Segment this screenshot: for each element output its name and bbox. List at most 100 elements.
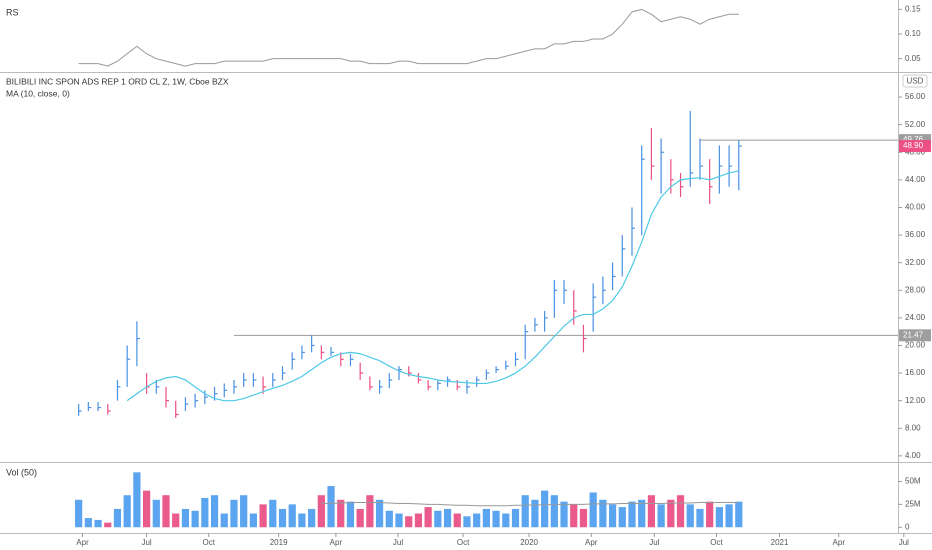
volume-bar [278, 508, 287, 528]
volume-bar [113, 508, 122, 528]
volume-bar [667, 499, 675, 528]
volume-bar [453, 513, 461, 528]
volume-bar [414, 513, 423, 528]
volume-bar [104, 522, 112, 528]
price-title: BILIBILI INC SPON ADS REP 1 ORD CL Z, 1W… [6, 76, 229, 86]
volume-bar [337, 499, 345, 528]
volume-bar [288, 504, 296, 528]
volume-bar [230, 499, 238, 528]
volume-bar [725, 504, 733, 528]
last-price-label: 48.90 [903, 141, 924, 150]
volume-bar [201, 497, 209, 528]
volume-bar [473, 513, 481, 528]
volume-bar [317, 495, 325, 528]
volume-bar [570, 504, 578, 528]
level-label-box [899, 329, 931, 342]
y-tick-label: 4.00 [905, 451, 921, 460]
volume-bar [375, 499, 384, 528]
volume-bar [502, 513, 510, 528]
x-tick-label: 2020 [520, 538, 538, 547]
ma-line [126, 170, 739, 402]
x-tick-label: Jul [899, 538, 909, 547]
volume-bar [405, 516, 413, 528]
volume-bar [706, 501, 714, 528]
volume-bar [550, 495, 558, 528]
volume-bar [84, 518, 92, 528]
volume-bar [521, 495, 529, 528]
volume-bar [249, 513, 257, 528]
volume-bar [589, 492, 597, 528]
unit-box [902, 74, 928, 88]
last-price-box [899, 140, 931, 153]
x-tick-label: 2021 [771, 538, 789, 547]
volume-bar [191, 510, 199, 528]
volume-bar [395, 513, 403, 528]
volume-bar [162, 495, 170, 528]
volume-bar [560, 501, 568, 528]
volume-bar [123, 495, 131, 528]
y-tick-label: 36.00 [905, 230, 926, 239]
x-tick-label: Apr [330, 538, 343, 547]
x-tick-label: 2019 [270, 538, 288, 547]
volume-bar [511, 508, 520, 528]
volume-bar [75, 499, 83, 528]
volume-bar [142, 490, 151, 528]
x-tick-label: Oct [457, 538, 470, 547]
x-tick-label: Jul [393, 538, 403, 547]
volume-bar [346, 501, 355, 528]
volume-bar [531, 499, 539, 528]
volume-ma-line [321, 502, 739, 507]
volume-bar [647, 495, 656, 528]
volume-bar [94, 519, 102, 528]
x-tick-label: Oct [710, 538, 723, 547]
volume-bar [240, 495, 248, 528]
y-tick-label: 52.00 [905, 120, 926, 129]
volume-bar [715, 507, 723, 528]
y-tick-label: 28.00 [905, 285, 926, 294]
volume-bar [385, 510, 393, 528]
volume-bar [181, 508, 190, 528]
volume-bar [638, 499, 646, 528]
y-tick-label: 32.00 [905, 258, 926, 267]
level-label: 21.47 [903, 330, 924, 339]
y-tick-label: 25M [905, 499, 921, 508]
volume-bar [133, 472, 141, 528]
volume-bar [735, 501, 743, 528]
volume-bar [424, 507, 432, 528]
x-tick-label: Apr [585, 538, 598, 547]
rs-line [78, 8, 739, 67]
volume-bar [220, 513, 228, 528]
ma-title: MA (10, close, 0) [6, 88, 70, 98]
x-tick-label: Apr [76, 538, 89, 547]
volume-bar [686, 504, 694, 528]
volume-bar [618, 507, 626, 528]
volume-bar [492, 510, 500, 528]
volume-bar [676, 495, 685, 528]
volume-bar [579, 508, 588, 528]
y-tick-label: 0.15 [905, 4, 921, 13]
x-tick-label: Apr [833, 538, 846, 547]
volume-bar [608, 504, 617, 528]
y-tick-label: 8.00 [905, 423, 921, 432]
y-tick-label: 20.00 [905, 341, 926, 350]
x-tick-label: Jul [141, 538, 151, 547]
volume-bar [696, 508, 704, 528]
volume-bar [308, 508, 316, 528]
volume-bar [443, 508, 452, 528]
volume-bar [463, 516, 471, 528]
y-tick-label: 0.05 [905, 54, 921, 63]
y-tick-label: 56.00 [905, 92, 926, 101]
rs-title: RS [6, 7, 19, 17]
y-tick-label: 44.00 [905, 175, 926, 184]
x-tick-label: Oct [202, 538, 215, 547]
volume-bar [152, 499, 160, 528]
volume-bar [210, 495, 219, 528]
volume-bar [482, 508, 490, 528]
volume-bar [657, 504, 665, 528]
y-tick-label: 12.00 [905, 396, 926, 405]
y-tick-label: 16.00 [905, 368, 926, 377]
y-tick-label: 50M [905, 477, 921, 486]
y-tick-label: 0 [905, 522, 910, 531]
